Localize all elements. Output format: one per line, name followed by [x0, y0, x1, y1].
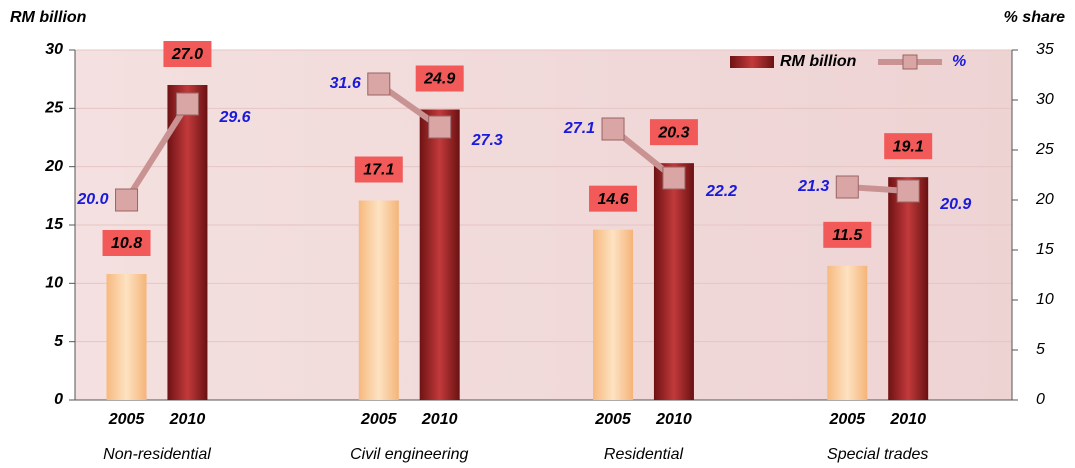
value-label: 24.9 — [423, 71, 455, 88]
value-label: 19.1 — [893, 138, 924, 155]
y2-tick-label: 0 — [1036, 391, 1045, 408]
marker — [428, 115, 452, 139]
legend-bar — [730, 56, 774, 68]
line-segment — [124, 102, 190, 202]
y2-tick-label: 15 — [1036, 241, 1054, 258]
legend-marker — [902, 54, 918, 70]
line-value-label: 22.2 — [705, 183, 737, 200]
value-label: 10.8 — [111, 235, 142, 252]
value-label: 20.3 — [657, 124, 689, 141]
bar — [167, 85, 208, 400]
y2-tick-label: 35 — [1036, 41, 1054, 58]
line-value-label: 21.3 — [797, 178, 829, 195]
line-value-label: 20.0 — [76, 191, 108, 208]
value-label-box — [649, 119, 698, 146]
bar — [593, 229, 634, 400]
y-tick-label: 15 — [45, 216, 64, 233]
y2-tick-label: 25 — [1035, 141, 1054, 158]
marker — [835, 175, 859, 199]
bar — [888, 177, 929, 400]
value-label-box — [354, 156, 403, 183]
group-label: Civil engineering — [350, 446, 468, 463]
marker — [115, 188, 139, 212]
y2-tick-label: 10 — [1036, 291, 1054, 308]
x-tick-label: 2005 — [828, 411, 866, 428]
value-label-box — [823, 221, 872, 248]
value-label: 27.0 — [171, 46, 203, 63]
value-label-box — [589, 185, 638, 212]
marker — [601, 117, 625, 141]
x-tick-label: 2005 — [594, 411, 632, 428]
y-axis-label: RM billion — [10, 9, 87, 26]
legend-label: % — [952, 53, 966, 70]
y-tick-label: 10 — [45, 275, 63, 292]
x-tick-label: 2010 — [655, 411, 692, 428]
y2-tick-label: 5 — [1036, 341, 1045, 358]
value-label: 14.6 — [597, 191, 628, 208]
y-tick-label: 0 — [54, 391, 63, 408]
y2-axis-label: % share — [1004, 9, 1065, 26]
value-label: 11.5 — [832, 227, 863, 244]
line-value-label: 31.6 — [330, 75, 361, 92]
x-tick-label: 2005 — [108, 411, 146, 428]
value-label-box — [884, 133, 933, 160]
marker — [175, 92, 199, 116]
value-label-box — [415, 65, 464, 92]
y-tick-label: 5 — [54, 333, 64, 350]
line-value-label: 27.1 — [563, 120, 595, 137]
line-value-label: 27.3 — [471, 132, 503, 149]
group-label: Non-residential — [103, 446, 211, 463]
value-label-box — [163, 41, 212, 67]
marker — [367, 72, 391, 96]
y-tick-label: 30 — [45, 41, 63, 58]
y2-tick-label: 30 — [1036, 91, 1054, 108]
y-tick-label: 25 — [44, 100, 64, 117]
x-tick-label: 2010 — [889, 411, 926, 428]
bar — [106, 274, 147, 400]
marker — [662, 166, 686, 190]
bar — [653, 163, 694, 400]
value-label-box — [102, 230, 151, 256]
line-value-label: 20.9 — [939, 196, 971, 213]
value-label: 17.1 — [363, 162, 394, 179]
line-value-label: 29.6 — [218, 109, 250, 126]
bar — [827, 265, 868, 400]
bar — [419, 109, 460, 400]
x-tick-label: 2010 — [421, 411, 458, 428]
legend-label: RM billion — [780, 53, 857, 70]
bar — [358, 200, 399, 400]
group-label: Residential — [604, 446, 684, 463]
group-label: Special trades — [827, 446, 928, 463]
x-tick-label: 2005 — [360, 411, 398, 428]
x-tick-label: 2010 — [169, 411, 206, 428]
y2-tick-label: 20 — [1035, 191, 1054, 208]
y-tick-label: 20 — [44, 158, 63, 175]
marker — [896, 179, 920, 203]
